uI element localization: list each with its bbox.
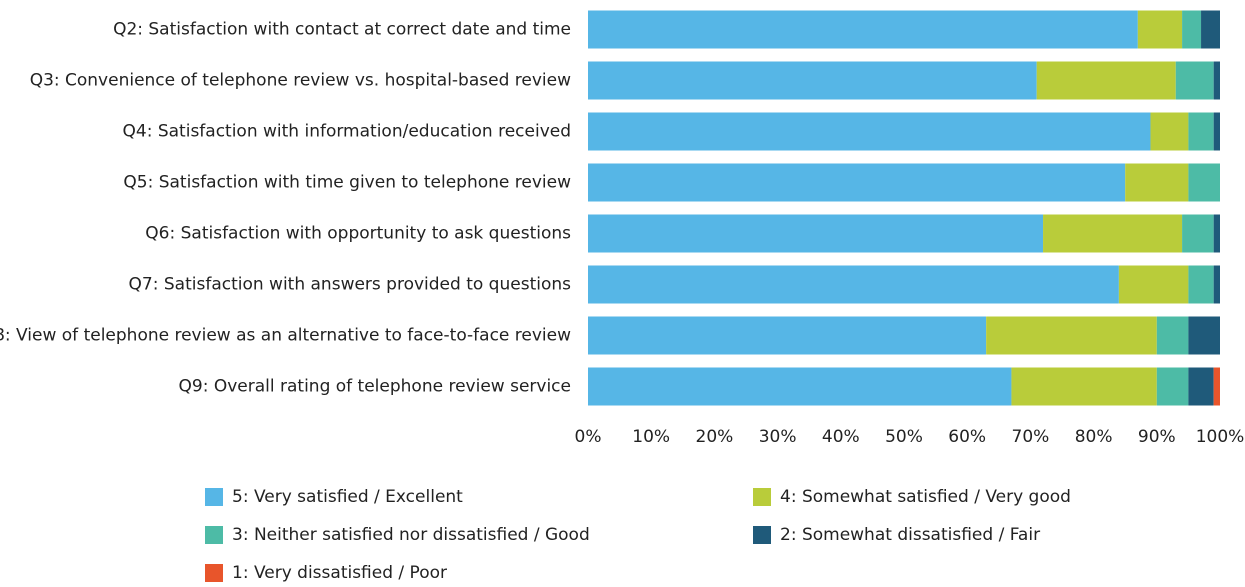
bar-segment [1213,265,1220,304]
category-label: Q6: Satisfaction with opportunity to ask… [145,224,571,244]
bar-segment [1182,10,1202,49]
category-label: Q3: Convenience of telephone review vs. … [30,71,571,91]
bar-segment [1201,10,1220,49]
bar-segment [1182,214,1214,253]
bar-segment [1150,112,1189,151]
legend-label: 5: Very satisfied / Excellent [232,487,463,507]
bar-segment [1188,316,1220,355]
category-label: Q2: Satisfaction with contact at correct… [113,20,571,40]
legend-label: 3: Neither satisfied nor dissatisfied / … [232,525,590,545]
bar-segment [1011,367,1157,406]
bar-segment [1137,10,1183,49]
x-tick-label: 20% [696,427,734,447]
category-label: Q5: Satisfaction with time given to tele… [123,173,571,193]
legend-swatch [205,526,223,544]
x-tick-label: 40% [822,427,860,447]
x-tick-label: 90% [1138,427,1176,447]
bar-segment [986,316,1157,355]
bar-segment [1213,367,1220,406]
bar-segment [1188,265,1214,304]
category-label: Q4: Satisfaction with information/educat… [123,122,571,142]
bar-segment [1188,367,1214,406]
legend-label: 2: Somewhat dissatisfied / Fair [780,525,1040,545]
x-tick-label: 70% [1012,427,1050,447]
legend-swatch [753,526,771,544]
bar-segment [588,112,1151,151]
bar-segment [588,214,1044,253]
bar-segment [1188,112,1214,151]
bar-segment [588,10,1138,49]
bar-segment [1213,61,1220,100]
bar-segment [588,265,1119,304]
category-label: Q8: View of telephone review as an alter… [0,326,571,346]
bar-segment [1213,112,1220,151]
x-tick-label: 50% [885,427,923,447]
bar-segment [1125,163,1189,202]
bar-segment [1118,265,1189,304]
x-tick-label: 100% [1196,427,1245,447]
category-label: Q7: Satisfaction with answers provided t… [129,275,572,295]
legend-swatch [205,564,223,582]
bar-segment [588,316,987,355]
bar-segment [588,61,1037,100]
bar-segment [1188,163,1220,202]
bar-segment [1156,367,1189,406]
legend-swatch [205,488,223,506]
x-tick-label: 30% [759,427,797,447]
x-tick-label: 60% [948,427,986,447]
x-tick-label: 0% [575,427,602,447]
bar-segment [588,163,1126,202]
bar-segment [1043,214,1183,253]
category-label: Q9: Overall rating of telephone review s… [179,377,571,397]
bar-segment [588,367,1012,406]
bar-segment [1213,214,1220,253]
bar-segment [1036,61,1176,100]
x-tick-label: 10% [632,427,670,447]
x-tick-label: 80% [1075,427,1113,447]
legend-label: 1: Very dissatisfied / Poor [232,563,447,583]
legend-label: 4: Somewhat satisfied / Very good [780,487,1071,507]
legend-swatch [753,488,771,506]
bar-segment [1156,316,1189,355]
bar-segment [1175,61,1214,100]
